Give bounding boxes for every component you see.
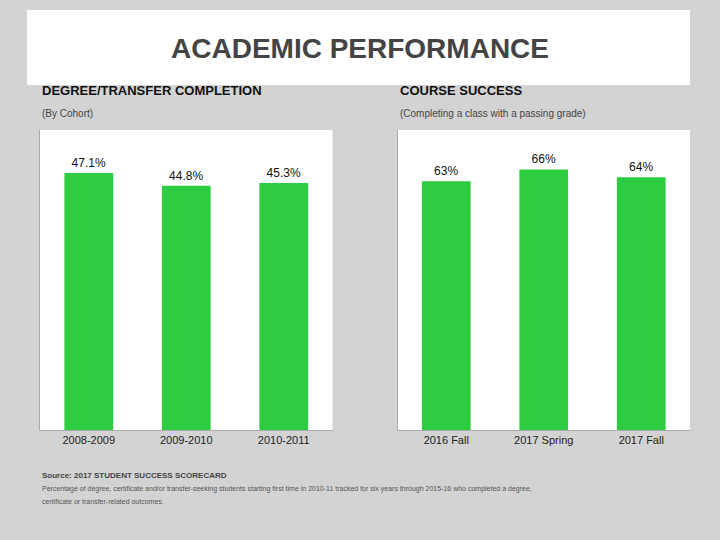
svg-text:(By Cohort): (By Cohort) — [42, 108, 93, 119]
svg-text:45.3%: 45.3% — [267, 166, 301, 180]
svg-text:ACADEMIC PERFORMANCE: ACADEMIC PERFORMANCE — [171, 33, 549, 64]
svg-text:47.1%: 47.1% — [72, 156, 106, 170]
svg-text:Percentage of degree, certific: Percentage of degree, certificate and/or… — [42, 485, 532, 493]
svg-text:2017 Spring: 2017 Spring — [514, 434, 573, 446]
svg-text:(Completing a class with a pas: (Completing a class with a passing grade… — [400, 108, 586, 119]
svg-text:DEGREE/TRANSFER COMPLETION: DEGREE/TRANSFER COMPLETION — [42, 83, 262, 98]
svg-text:COURSE SUCCESS: COURSE SUCCESS — [400, 83, 522, 98]
svg-text:2009-2010: 2009-2010 — [160, 434, 213, 446]
svg-text:63%: 63% — [434, 164, 458, 178]
svg-text:44.8%: 44.8% — [169, 169, 203, 183]
svg-text:66%: 66% — [532, 152, 556, 166]
svg-text:certificate or transfer-relate: certificate or transfer-related outcomes… — [42, 498, 164, 505]
svg-text:2016 Fall: 2016 Fall — [424, 434, 469, 446]
svg-text:Source: 2017 STUDENT SUCCESS S: Source: 2017 STUDENT SUCCESS SCORECARD — [42, 471, 227, 480]
svg-text:2017 Fall: 2017 Fall — [619, 434, 664, 446]
svg-text:64%: 64% — [629, 160, 653, 174]
svg-text:2008-2009: 2008-2009 — [62, 434, 115, 446]
svg-text:2010-2011: 2010-2011 — [258, 434, 310, 446]
